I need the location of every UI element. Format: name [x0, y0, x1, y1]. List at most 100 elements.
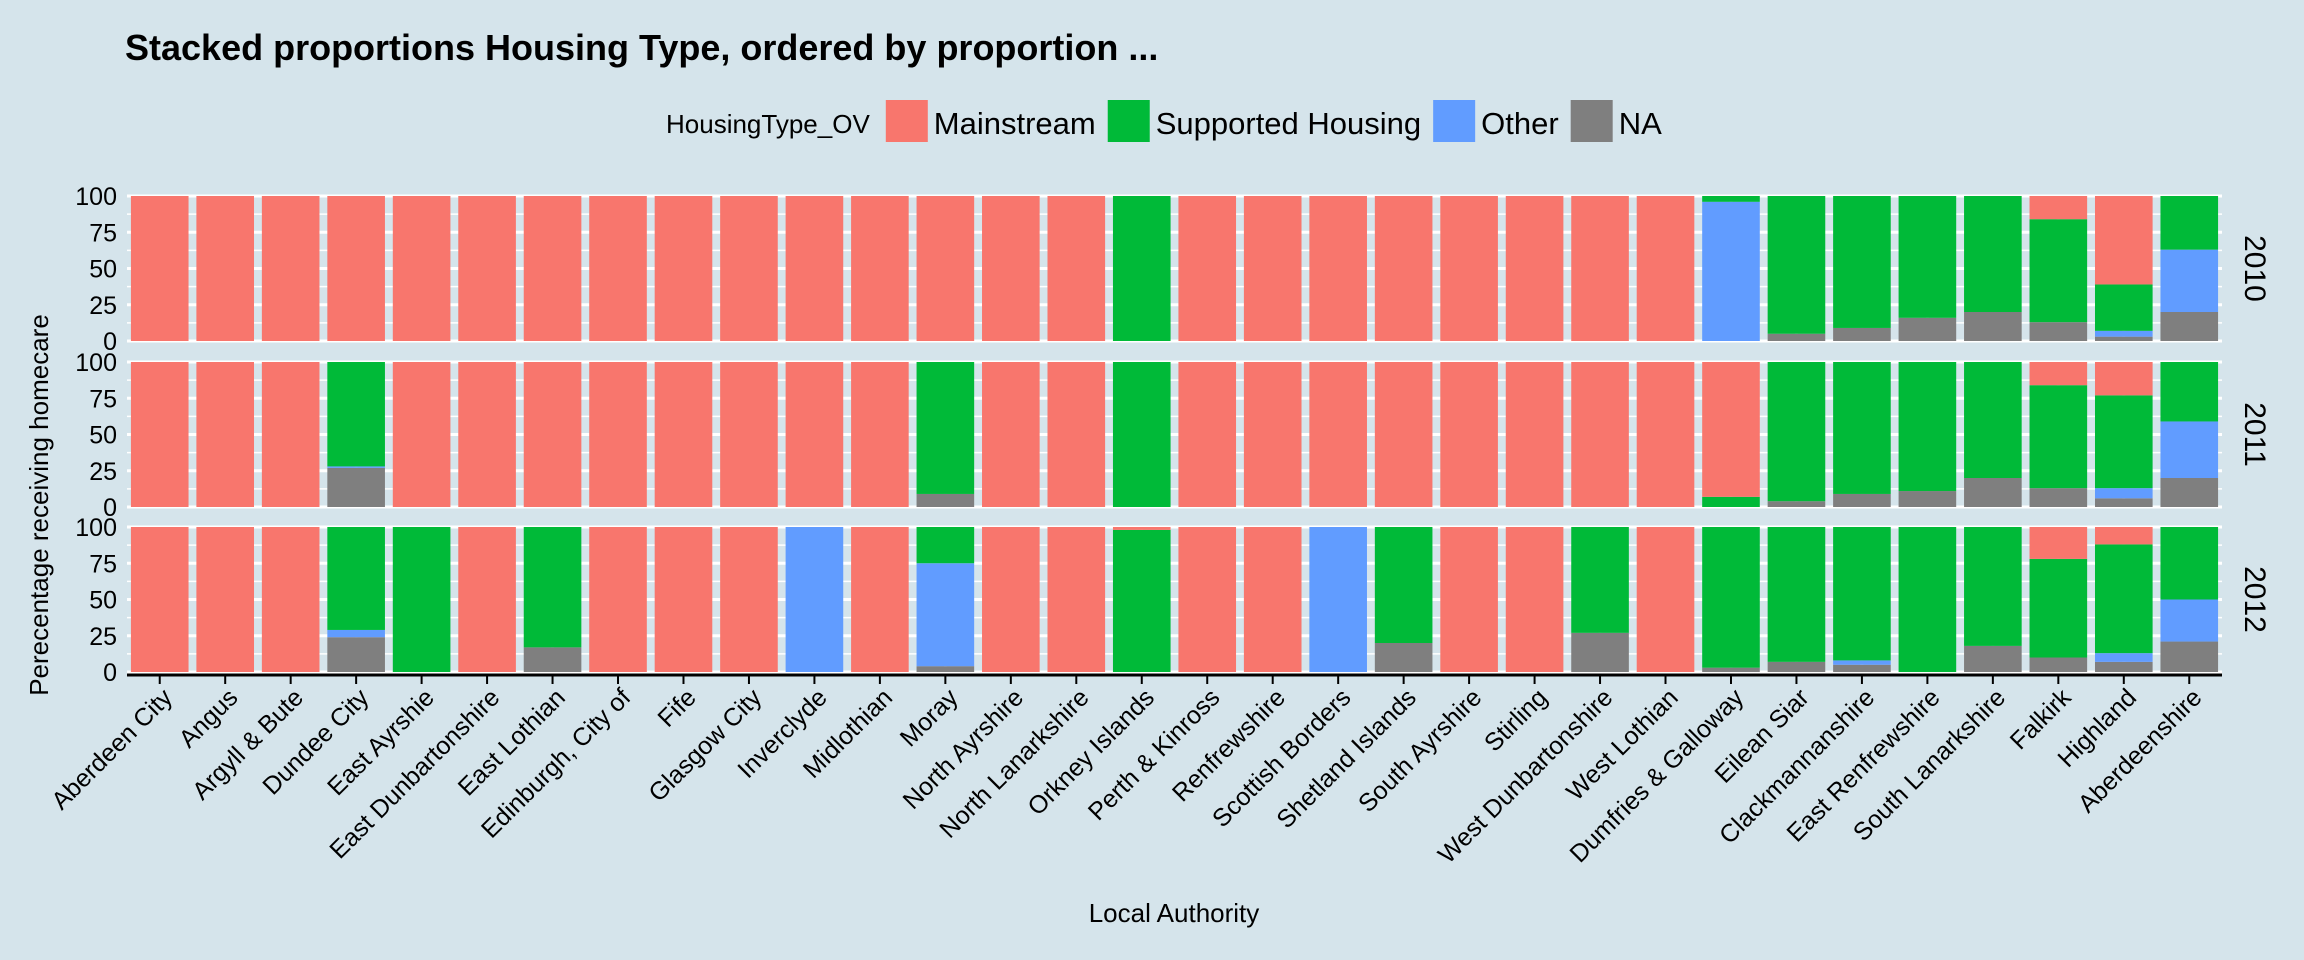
bar-2010-mainstream-7 — [589, 196, 647, 341]
legend-label-1: Supported Housing — [1156, 106, 1421, 141]
bar-2010-supported-housing-28 — [1964, 196, 2022, 312]
bar-2010-supported-housing-27 — [1898, 196, 1957, 318]
bar-2011-mainstream-0 — [130, 362, 189, 507]
bar-2012-mainstream-14 — [1047, 527, 1106, 672]
bar-2011-na-31 — [2160, 478, 2219, 507]
y-tick-label: 50 — [89, 256, 117, 284]
bar-2011-mainstream-4 — [392, 362, 451, 507]
bar-2011-mainstream-24 — [1702, 362, 1760, 497]
bar-2012-supported-housing-3 — [327, 527, 385, 630]
bar-2012-na-29 — [2029, 657, 2088, 672]
bar-2010-supported-housing-26 — [1833, 196, 1891, 328]
bar-2010-mainstream-23 — [1636, 196, 1695, 341]
bar-2010-mainstream-8 — [654, 196, 713, 341]
bar-2011-supported-housing-12 — [916, 362, 975, 494]
bar-2010-mainstream-18 — [1309, 196, 1367, 341]
strip-label-2010: 2010 — [2238, 235, 2271, 302]
bar-2011-supported-housing-30 — [2094, 395, 2153, 489]
bar-2011-mainstream-18 — [1309, 362, 1367, 507]
bar-2011-mainstream-6 — [523, 362, 582, 507]
bar-2011-mainstream-7 — [589, 362, 647, 507]
x-axis-title: Local Authority — [1089, 898, 1260, 928]
bar-2011-mainstream-11 — [851, 362, 909, 507]
bar-2012-mainstream-29 — [2029, 527, 2088, 559]
bar-2011-mainstream-13 — [982, 362, 1040, 507]
bar-2012-mainstream-8 — [654, 527, 713, 672]
bar-2012-supported-housing-31 — [2160, 527, 2219, 600]
bar-2012-supported-housing-25 — [1767, 527, 1826, 662]
bar-2012-other-10 — [785, 527, 844, 672]
bar-2012-na-30 — [2094, 661, 2153, 672]
y-tick-label: 50 — [89, 587, 117, 615]
y-tick-label: 75 — [89, 219, 117, 247]
bar-2011-mainstream-1 — [196, 362, 255, 507]
y-axis-title: Perecentage receiving homecare — [24, 314, 54, 696]
bar-2010-mainstream-21 — [1505, 196, 1564, 341]
bar-2010-mainstream-17 — [1243, 196, 1302, 341]
legend-label-3: NA — [1619, 106, 1662, 141]
bar-2011-other-31 — [2160, 421, 2219, 478]
bar-2012-mainstream-23 — [1636, 527, 1695, 672]
bar-2011-supported-housing-27 — [1898, 362, 1957, 492]
strip-label-2011: 2011 — [2238, 402, 2271, 467]
bar-2011-supported-housing-26 — [1833, 362, 1891, 494]
bar-2012-supported-housing-4 — [392, 527, 451, 672]
bar-2012-supported-housing-28 — [1964, 527, 2022, 646]
y-tick-label: 100 — [75, 514, 117, 542]
bar-2011-mainstream-10 — [785, 362, 844, 507]
bar-2012-na-12 — [916, 666, 975, 672]
bar-2010-supported-housing-15 — [1112, 196, 1171, 341]
y-tick-label: 75 — [89, 550, 117, 578]
bar-2012-supported-housing-6 — [523, 527, 582, 648]
bar-2011-mainstream-21 — [1505, 362, 1564, 507]
bar-2011-na-3 — [327, 467, 385, 507]
bar-2012-supported-housing-26 — [1833, 527, 1891, 661]
bar-2010-mainstream-3 — [327, 196, 385, 341]
bar-2010-supported-housing-29 — [2029, 219, 2088, 323]
bar-2012-other-31 — [2160, 599, 2219, 642]
y-tick-label: 0 — [103, 494, 117, 522]
bar-2010-na-25 — [1767, 333, 1826, 341]
bar-2012-mainstream-5 — [458, 527, 516, 672]
bar-2010-na-27 — [1898, 317, 1957, 341]
bar-2012-mainstream-0 — [130, 527, 189, 672]
bar-2012-na-6 — [523, 647, 582, 672]
bar-2010-supported-housing-31 — [2160, 196, 2219, 250]
bar-2011-supported-housing-25 — [1767, 362, 1826, 502]
bar-2012-other-12 — [916, 563, 975, 667]
bar-2012-mainstream-16 — [1178, 527, 1237, 672]
strip-label-2012: 2012 — [2238, 566, 2271, 633]
bar-2010-na-31 — [2160, 312, 2219, 341]
bar-2010-mainstream-20 — [1440, 196, 1498, 341]
bar-2010-supported-housing-30 — [2094, 284, 2153, 331]
bar-2011-mainstream-23 — [1636, 362, 1695, 507]
bar-2010-mainstream-22 — [1571, 196, 1629, 341]
y-tick-label: 100 — [75, 183, 117, 211]
bar-2010-na-29 — [2029, 322, 2088, 341]
bar-2012-na-22 — [1571, 632, 1629, 672]
bar-2011-na-29 — [2029, 488, 2088, 507]
bar-2011-na-25 — [1767, 501, 1826, 507]
bar-2012-na-31 — [2160, 641, 2219, 672]
bar-2012-other-26 — [1833, 660, 1891, 665]
bar-2011-mainstream-20 — [1440, 362, 1498, 507]
bar-2010-mainstream-29 — [2029, 196, 2088, 220]
legend-key-3 — [1570, 100, 1613, 142]
bar-2011-mainstream-30 — [2094, 362, 2153, 396]
bar-2010-na-28 — [1964, 312, 2022, 341]
bar-2010-mainstream-9 — [720, 196, 778, 341]
x-tick-label: Renfrewshire — [1167, 683, 1291, 807]
bar-2010-na-30 — [2094, 336, 2153, 341]
y-tick-label: 25 — [89, 623, 117, 651]
bar-2010-other-31 — [2160, 249, 2219, 312]
bar-2012-na-3 — [327, 637, 385, 672]
bar-2010-mainstream-11 — [851, 196, 909, 341]
bar-2011-supported-housing-28 — [1964, 362, 2022, 478]
bar-2011-na-28 — [1964, 478, 2022, 507]
x-tick-label: Aberdeen City — [46, 683, 178, 815]
bar-2012-supported-housing-22 — [1571, 527, 1629, 633]
bar-2011-supported-housing-15 — [1112, 362, 1171, 507]
legend-key-2 — [1433, 100, 1476, 142]
bar-2010-mainstream-2 — [261, 196, 320, 341]
